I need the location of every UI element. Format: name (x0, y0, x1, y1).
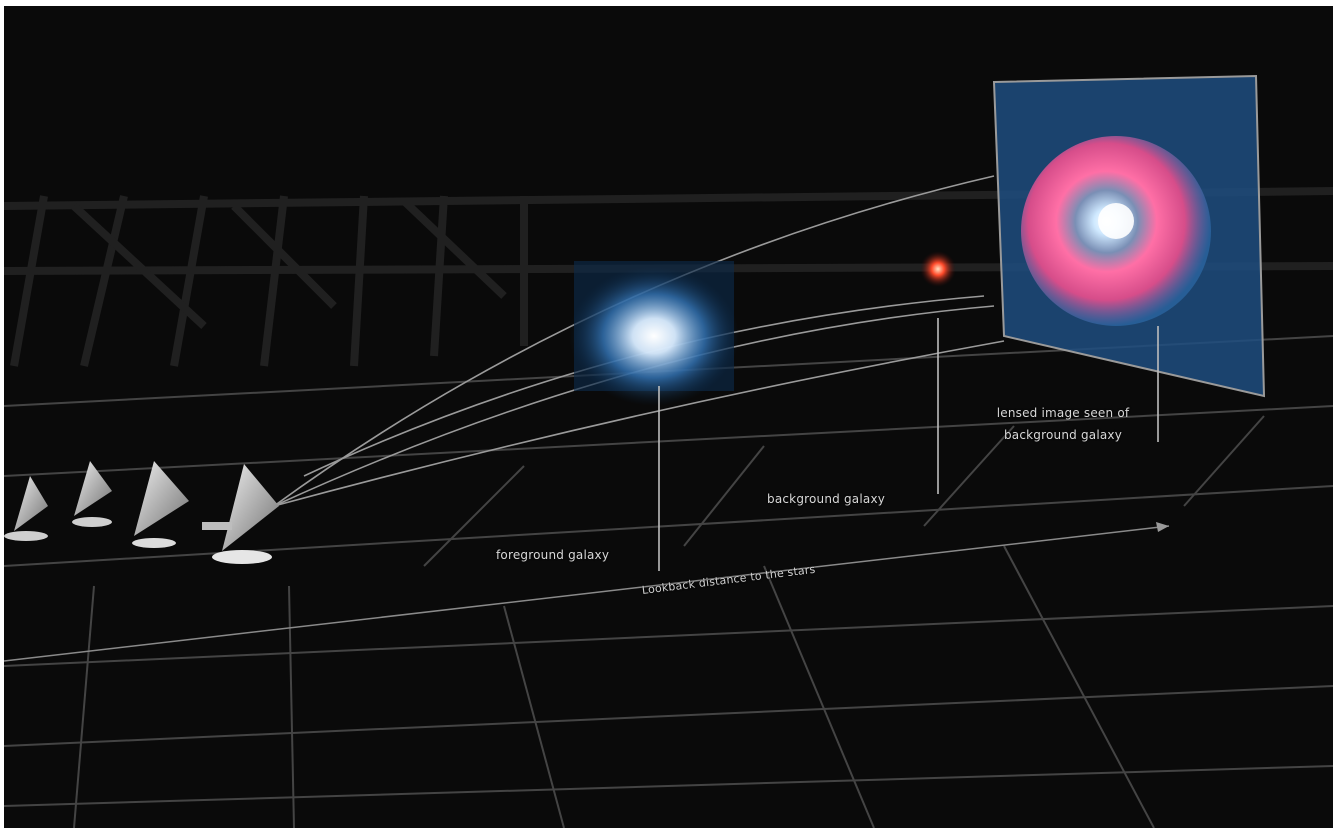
background-galaxy-label: background galaxy (767, 492, 886, 506)
diagram-canvas (4, 74, 1333, 828)
galaxy-glow-icon (569, 261, 739, 406)
radio-telescope-dish-icon (4, 476, 48, 541)
lensed-image-label-line1: lensed image seen of (996, 406, 1130, 420)
lensed-image-icon (992, 74, 1266, 398)
radio-telescope-dish-icon (202, 464, 279, 564)
radio-telescope-dish-icon (132, 461, 189, 548)
red-galaxy-icon (920, 251, 956, 287)
radio-telescope-dish-icon (72, 461, 112, 527)
lensed-image-label-line2: background galaxy (1003, 428, 1123, 442)
lensing-diagram: foreground galaxy background galaxy lens… (4, 6, 1333, 828)
foreground-galaxy-label: foreground galaxy (496, 548, 610, 562)
distance-axis-line (4, 525, 1170, 662)
telescopes (4, 461, 279, 564)
distance-axis-arrow (1156, 522, 1169, 532)
lensed-image-label: lensed image seen of background galaxy (966, 402, 1160, 446)
